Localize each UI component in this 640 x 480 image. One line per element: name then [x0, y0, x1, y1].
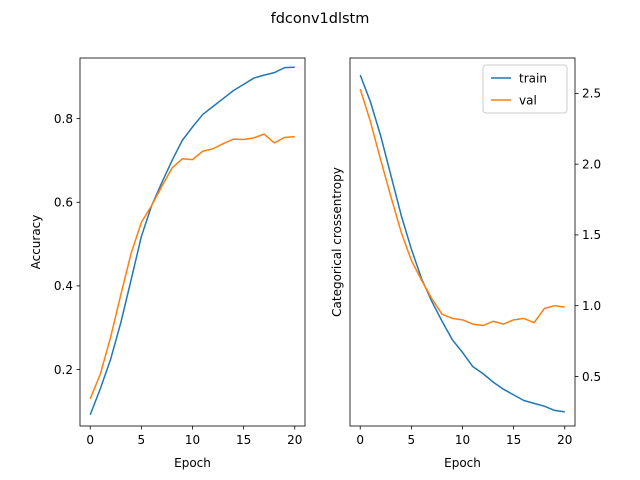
loss-x-tick-label: 10 — [455, 433, 470, 447]
loss-y-tick-label: 2.0 — [582, 157, 601, 171]
acc-y-tick-label: 0.8 — [54, 112, 73, 126]
loss-x-tick-label: 15 — [506, 433, 521, 447]
loss-y-tick-label: 2.5 — [582, 87, 601, 101]
loss-x-tick-label: 5 — [408, 433, 416, 447]
acc-plot-frame — [79, 57, 306, 427]
acc-x-tick-label: 15 — [236, 433, 251, 447]
acc-x-tick-label: 10 — [185, 433, 200, 447]
loss-chart: 0 5 10 15 20 0.5 1.0 1.5 2.0 2.5 Epoch Categorical … — [330, 57, 601, 470]
legend-label-val: val — [519, 93, 537, 107]
acc-y-axis-label: Accuracy — [29, 215, 43, 270]
acc-series-line-train — [89, 66, 295, 415]
loss-y-tick-label: 1.0 — [582, 299, 601, 313]
legend-box — [482, 64, 568, 114]
loss-x-axis-label: Epoch — [444, 456, 481, 470]
acc-y-tick-label: 0.2 — [54, 363, 73, 377]
accuracy-chart: 0 5 10 15 20 0.2 0.4 0.6 0.8 Epoch Accuracy — [29, 57, 306, 470]
acc-x-axis-label: Epoch — [174, 456, 211, 470]
loss-y-axis-label: Categorical crossentropy — [330, 167, 344, 317]
acc-x-tick-label: 5 — [138, 433, 146, 447]
acc-y-tick-label: 0.6 — [54, 196, 73, 210]
acc-x-tick-label: 20 — [287, 433, 302, 447]
acc-series-line-val — [89, 133, 295, 400]
loss-y-tick-label: 1.5 — [582, 228, 601, 242]
figure-title: fdconv1dlstm — [271, 11, 370, 27]
legend-label-train: train — [519, 71, 547, 85]
loss-y-tick-label: 0.5 — [582, 370, 601, 384]
acc-y-tick-label: 0.4 — [54, 279, 73, 293]
legend: train val — [482, 64, 568, 114]
loss-series-line-train — [359, 74, 565, 413]
loss-x-tick-label: 20 — [557, 433, 572, 447]
acc-x-tick-label: 0 — [86, 433, 94, 447]
loss-series-line-val — [359, 88, 565, 327]
loss-x-tick-label: 0 — [356, 433, 364, 447]
